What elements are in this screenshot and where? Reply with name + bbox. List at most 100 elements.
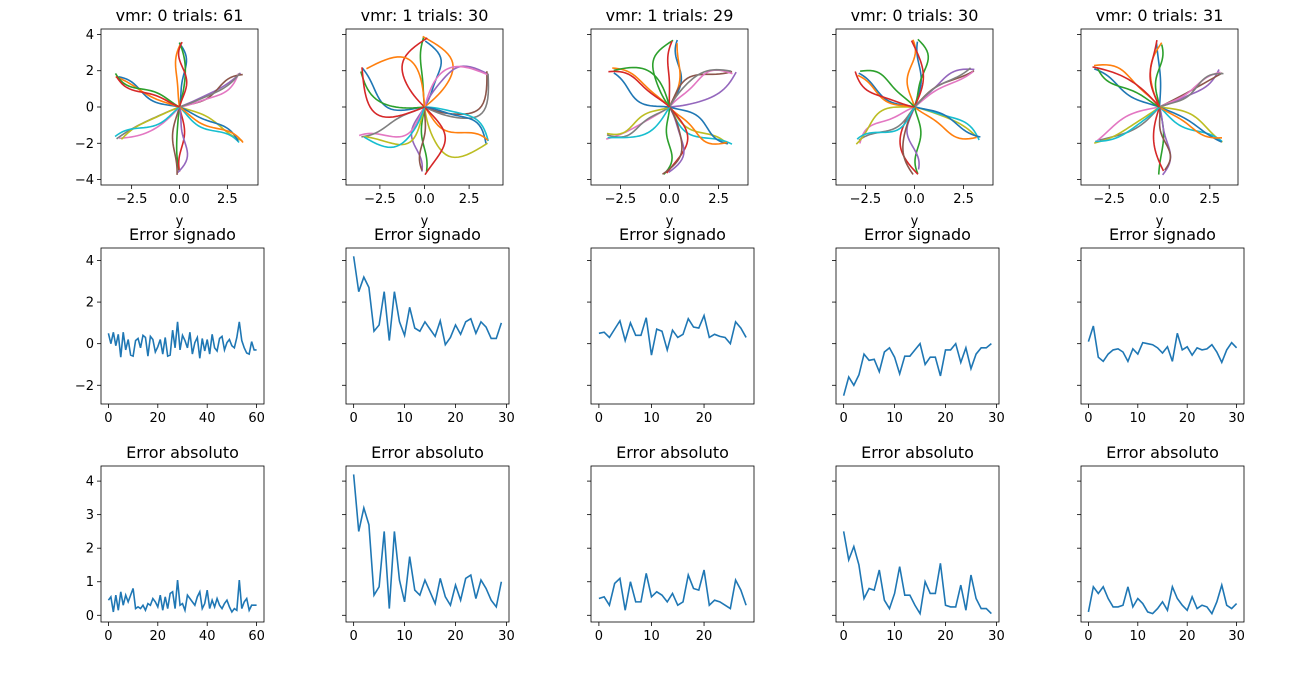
traj-2-xtick-label: −2.5 bbox=[605, 192, 637, 207]
abs-3-title: Error absoluto bbox=[861, 443, 974, 462]
traj-4-xtick-label: 2.5 bbox=[1199, 192, 1220, 207]
traj-1-trajectory bbox=[363, 106, 426, 149]
traj-2-trajectory bbox=[668, 68, 732, 108]
signed-2-xtick-label: 10 bbox=[643, 411, 660, 426]
traj-4-trajectory bbox=[1095, 106, 1161, 143]
traj-2-trajectory bbox=[663, 106, 673, 175]
traj-0-trajectory bbox=[177, 106, 189, 174]
traj-4-xtick-label: 0.0 bbox=[1149, 192, 1170, 207]
signed-0-xtick-label: 20 bbox=[150, 411, 167, 426]
traj-3-trajectory bbox=[914, 106, 980, 141]
traj-0-xlabel: y bbox=[176, 214, 184, 229]
traj-0-xtick-label: 2.5 bbox=[217, 192, 238, 207]
traj-0-trajectory bbox=[179, 72, 241, 108]
traj-0-trajectory bbox=[171, 106, 181, 175]
abs-4-title: Error absoluto bbox=[1106, 443, 1219, 462]
traj-2-trajectory bbox=[613, 66, 671, 108]
abs-0-ytick-label: 4 bbox=[86, 475, 94, 490]
traj-1-trajectory bbox=[423, 65, 489, 108]
signed-0-xtick-label: 0 bbox=[104, 411, 112, 426]
traj-1-trajectory bbox=[360, 71, 425, 109]
abs-2-series-line bbox=[598, 569, 747, 611]
traj-2-trajectory bbox=[613, 72, 670, 108]
traj-1-frame bbox=[345, 28, 504, 186]
abs-2-frame bbox=[590, 465, 755, 623]
traj-4-xtick-label: −2.5 bbox=[1093, 192, 1125, 207]
signed-2-series-line bbox=[598, 313, 747, 356]
traj-4-trajectory bbox=[1159, 106, 1223, 143]
traj-3-trajectory bbox=[858, 106, 916, 141]
traj-1-trajectory bbox=[422, 35, 454, 108]
abs-1-frame bbox=[345, 465, 510, 623]
traj-0-trajectory bbox=[175, 106, 181, 171]
traj-0-xtick-label: −2.5 bbox=[116, 192, 148, 207]
traj-0-trajectory bbox=[179, 106, 239, 142]
traj-2-trajectory bbox=[668, 106, 728, 145]
traj-4-trajectory bbox=[1094, 106, 1160, 144]
signed-4-xtick-label: 0 bbox=[1084, 411, 1092, 426]
traj-3-frame bbox=[835, 28, 994, 186]
traj-3-trajectory bbox=[913, 67, 972, 108]
traj-0-trajectory bbox=[114, 72, 180, 108]
signed-2-axes: Error signado 0 10 20 bbox=[587, 225, 755, 426]
abs-0-frame bbox=[100, 465, 265, 623]
traj-1-trajectory bbox=[401, 37, 428, 108]
signed-2-xtick-label: 20 bbox=[696, 411, 713, 426]
abs-2-xtick-label: 20 bbox=[696, 629, 713, 644]
abs-0-ytick-label: 1 bbox=[86, 575, 94, 590]
traj-2-trajectory bbox=[669, 71, 737, 108]
signed-0-ytick-label: 4 bbox=[86, 254, 94, 269]
traj-3-trajectory bbox=[854, 71, 915, 108]
traj-1-trajectory bbox=[358, 106, 426, 138]
traj-0-ytick-label: 4 bbox=[86, 28, 94, 43]
traj-1-title: vmr: 1 trials: 30 bbox=[361, 6, 489, 25]
signed-0-frame bbox=[100, 247, 265, 405]
signed-4-series-line bbox=[1087, 325, 1238, 365]
signed-4-title: Error signado bbox=[1109, 225, 1216, 244]
traj-0-axes: vmr: 0 trials: 61 −2.5 0.0 2.5 −4 −2 0 2 4 y bbox=[75, 6, 259, 229]
abs-2-axes: Error absoluto 0 10 20 bbox=[587, 443, 755, 644]
traj-0-ytick-label: 0 bbox=[86, 101, 94, 116]
signed-4-frame bbox=[1080, 247, 1245, 405]
traj-4-trajectory bbox=[1158, 106, 1223, 142]
traj-1-trajectory bbox=[361, 67, 425, 112]
traj-0-trajectory bbox=[179, 106, 244, 144]
traj-1-trajectory bbox=[361, 67, 425, 119]
traj-4-trajectory bbox=[1154, 44, 1164, 108]
abs-4-xtick-label: 30 bbox=[1228, 629, 1245, 644]
traj-1-trajectory bbox=[366, 56, 426, 108]
traj-1-trajectory bbox=[424, 73, 490, 120]
abs-1-xtick-label: 0 bbox=[350, 629, 358, 644]
signed-3-title: Error signado bbox=[864, 225, 971, 244]
traj-3-xlabel: y bbox=[911, 214, 919, 229]
traj-0-ytick-label: −4 bbox=[75, 173, 94, 188]
traj-4-frame bbox=[1080, 28, 1239, 186]
traj-3-title: vmr: 0 trials: 30 bbox=[851, 6, 979, 25]
traj-0-xtick-label: 0.0 bbox=[169, 192, 190, 207]
abs-2-xtick-label: 10 bbox=[643, 629, 660, 644]
abs-0-xtick-label: 20 bbox=[150, 629, 167, 644]
traj-0-trajectory bbox=[178, 42, 188, 108]
signed-1-axes: Error signado 0 10 20 30 bbox=[342, 225, 515, 426]
traj-2-trajectory bbox=[668, 70, 733, 108]
traj-4-trajectory bbox=[1092, 66, 1161, 108]
traj-2-trajectory bbox=[651, 39, 674, 108]
traj-3-trajectory bbox=[910, 40, 925, 108]
traj-1-xtick-label: 2.5 bbox=[459, 192, 480, 207]
traj-1-trajectory bbox=[424, 106, 490, 142]
signed-3-series-line bbox=[842, 341, 992, 396]
signed-2-frame bbox=[590, 247, 755, 405]
abs-2-xtick-label: 0 bbox=[595, 629, 603, 644]
signed-1-title: Error signado bbox=[374, 225, 481, 244]
signed-0-series-line bbox=[107, 321, 257, 359]
abs-1-title: Error absoluto bbox=[371, 443, 484, 462]
traj-4-axes: vmr: 0 trials: 31 −2.5 0.0 2.5 y bbox=[1077, 6, 1239, 229]
traj-2-title: vmr: 1 trials: 29 bbox=[606, 6, 734, 25]
abs-0-ytick-label: 2 bbox=[86, 542, 94, 557]
traj-2-trajectory bbox=[607, 106, 671, 139]
signed-0-ytick-label: 2 bbox=[86, 296, 94, 311]
traj-1-trajectory bbox=[423, 106, 447, 176]
traj-3-trajectory bbox=[855, 106, 915, 145]
traj-1-trajectory bbox=[363, 106, 426, 146]
